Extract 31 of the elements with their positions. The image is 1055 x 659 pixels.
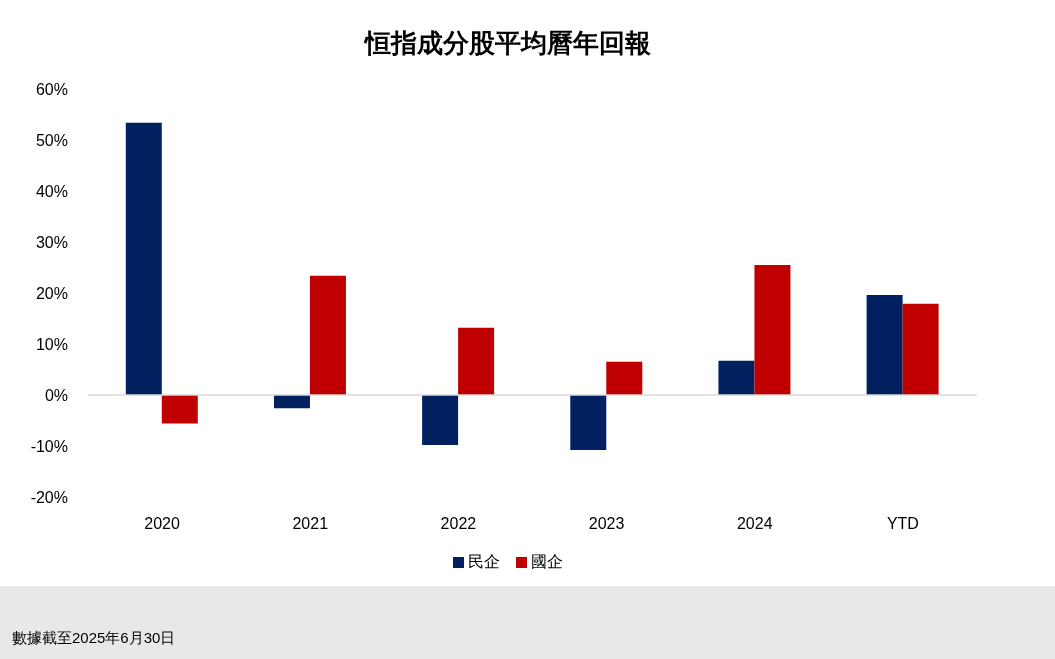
bar [422,395,459,445]
y-tick-label: 60% [35,80,68,98]
bar [866,295,903,395]
legend-label: 民企 [467,552,500,572]
y-tick-label: -10% [30,437,68,455]
chart-title: 恒指成分股平均曆年回報 [363,27,652,59]
x-tick-label: 2023 [588,515,625,533]
bar [718,360,755,395]
x-tick-label: 2020 [144,515,180,533]
y-tick-label: 40% [35,182,68,200]
x-tick-label: YTD [886,515,919,533]
y-tick-label: 10% [35,335,68,353]
y-tick-label: -20% [30,488,68,506]
y-tick-label: 50% [35,131,68,149]
bar [273,395,310,409]
x-tick-label: 2024 [736,515,773,533]
y-tick-label: 30% [35,233,68,251]
bar [606,361,643,395]
x-tick-label: 2021 [292,515,329,533]
legend-label: 國企 [530,552,563,572]
bar [309,275,346,395]
bar [570,395,607,451]
y-tick-label: 0% [44,386,68,404]
bar [754,264,791,395]
bar [902,303,939,395]
text: 數據截至2025年6月30日 [12,628,176,648]
bar [125,122,162,395]
y-tick-label: 20% [35,284,68,302]
bar [161,395,198,424]
bar [458,327,495,395]
x-tick-label: 2022 [440,515,477,533]
